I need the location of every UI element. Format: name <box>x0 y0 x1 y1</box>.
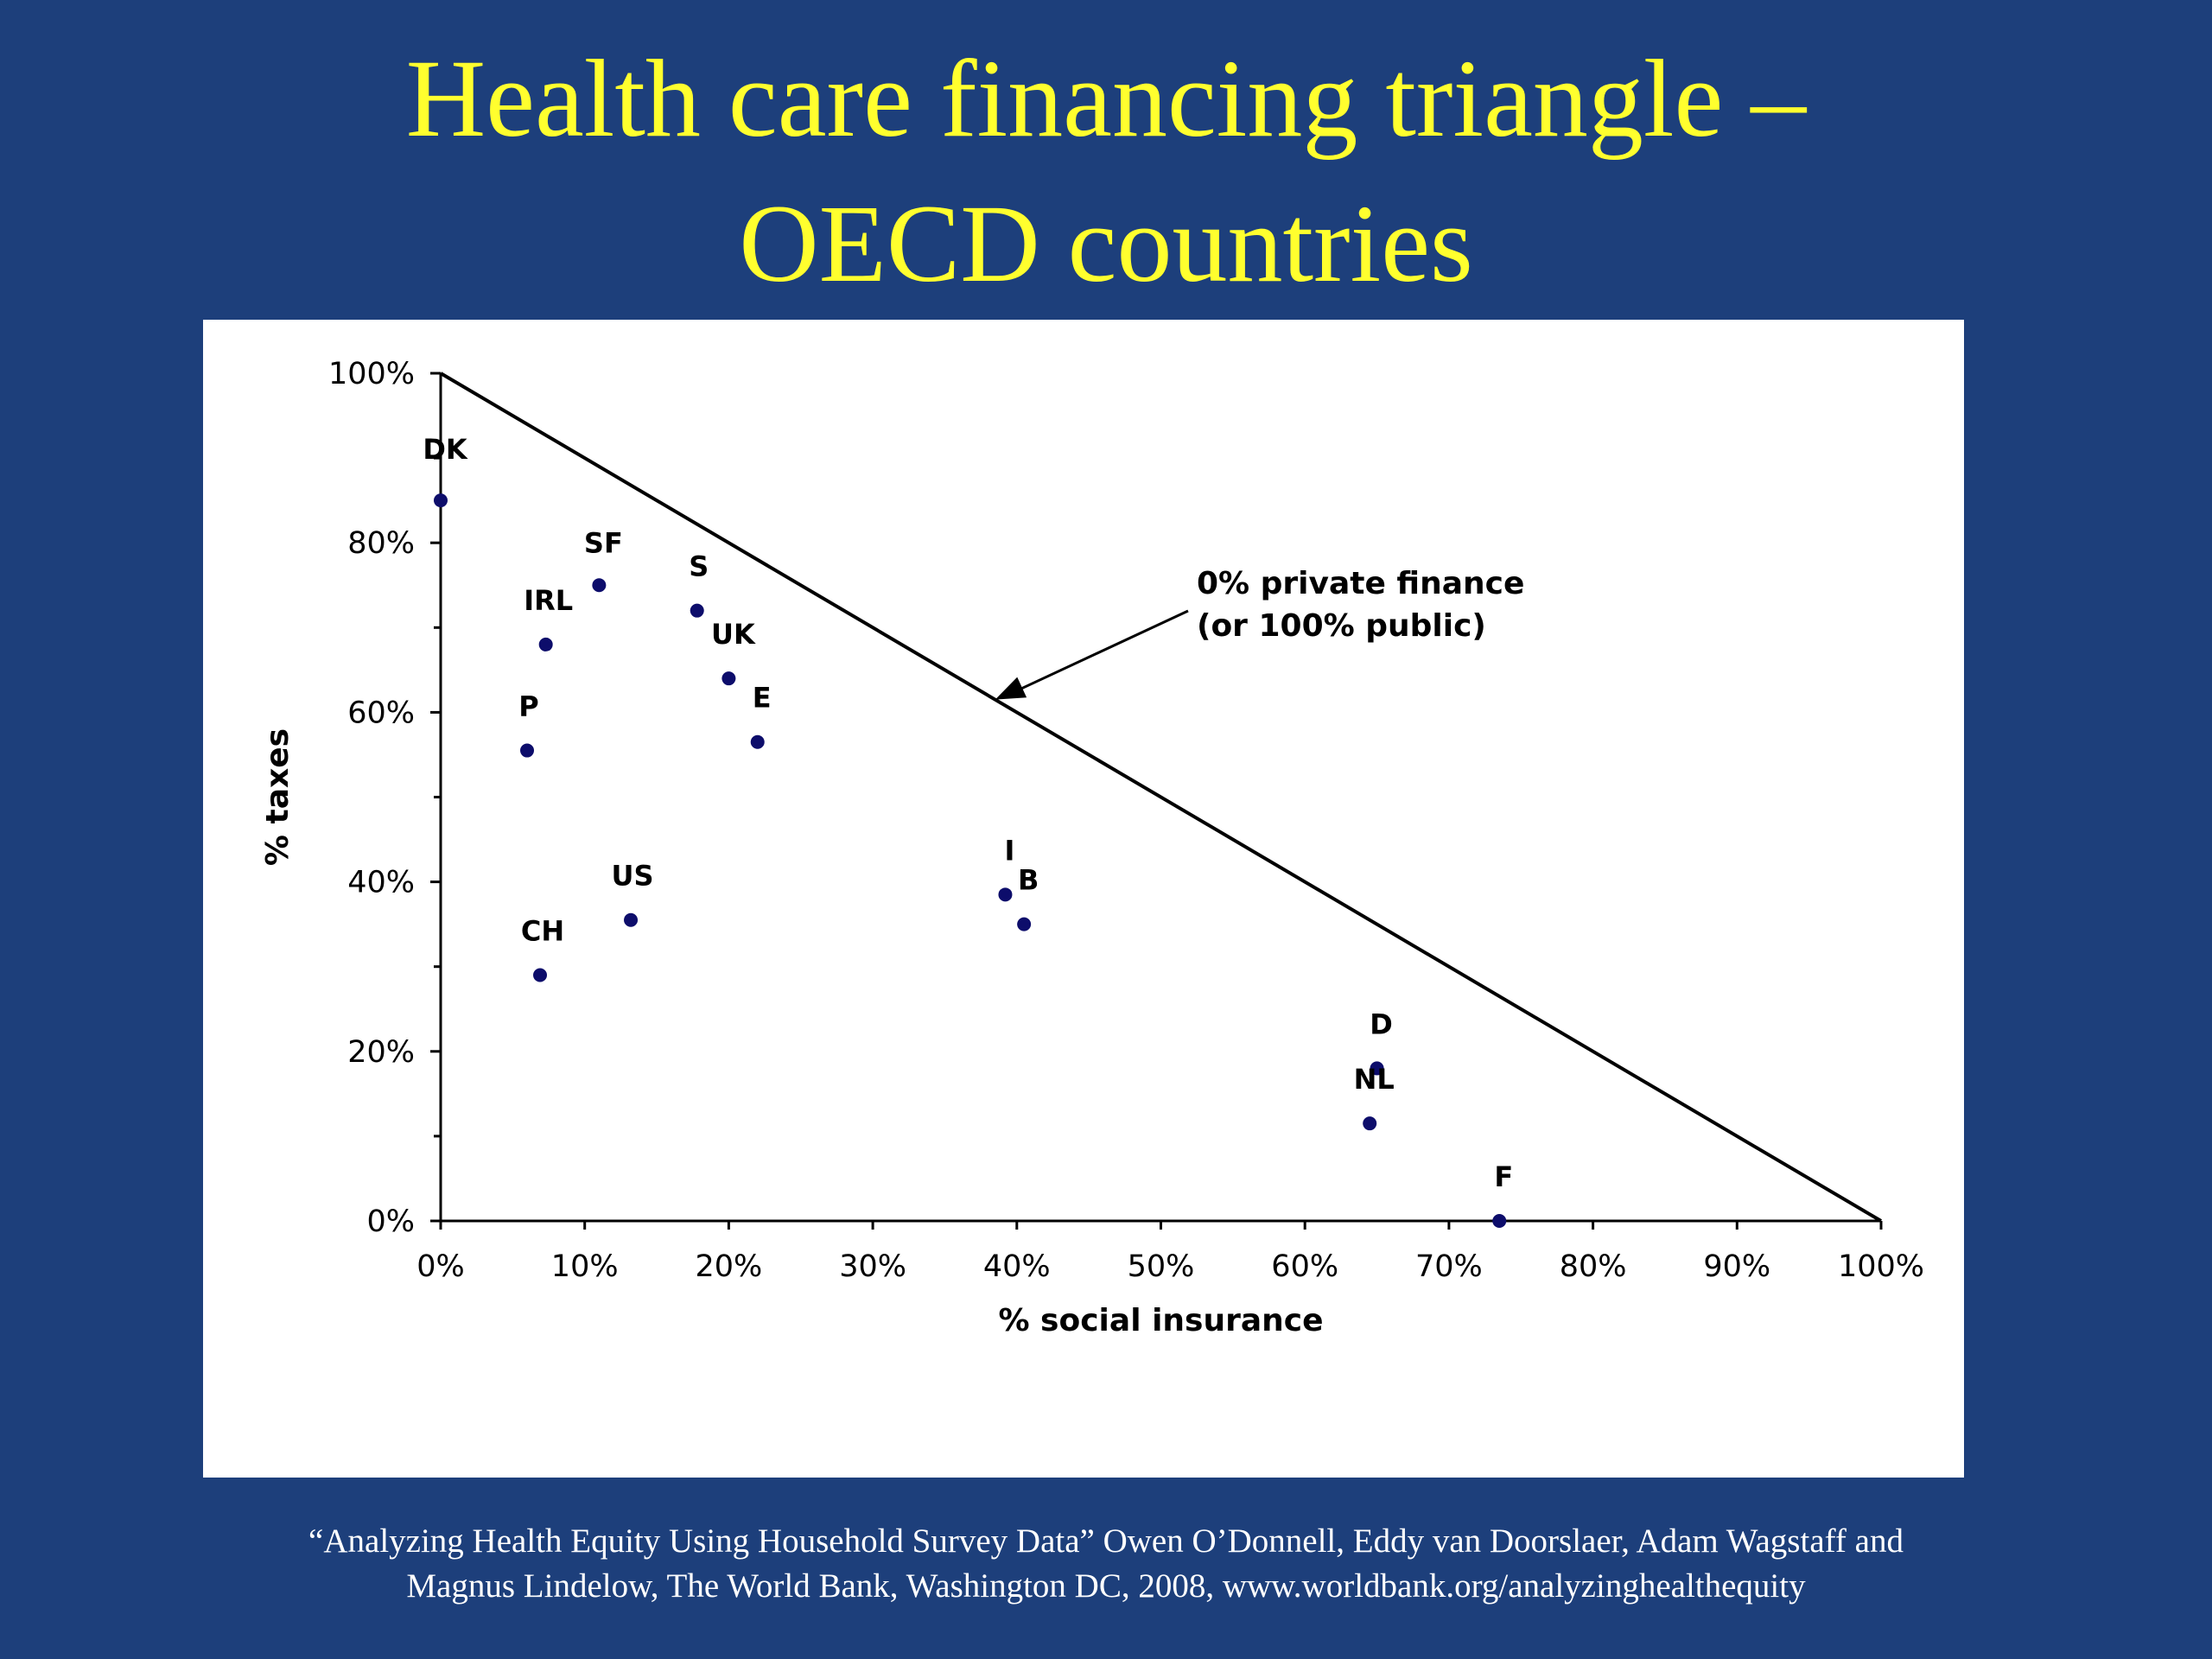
data-point-f <box>1492 1214 1507 1228</box>
point-label-f: F <box>1494 1160 1513 1193</box>
title-line-1: Health care financing triangle – <box>405 37 1807 160</box>
boundary-line-group <box>439 372 1883 1223</box>
data-point-b <box>1017 917 1032 931</box>
annotation-arrow-head <box>995 677 1027 700</box>
data-point-nl <box>1363 1116 1377 1131</box>
data-point-dk <box>434 493 448 508</box>
data-point-ch <box>533 968 548 982</box>
data-points: DK SF IRL S UK E P US CH IB D NL F <box>423 433 1513 1228</box>
x-tick-label: 90% <box>1703 1249 1770 1284</box>
x-tick-label: 40% <box>983 1249 1051 1284</box>
y-axis-title: % taxes <box>260 728 296 866</box>
point-label-uk: UK <box>711 618 756 651</box>
point-label-dk: DK <box>423 433 468 466</box>
citation-line-1: “Analyzing Health Equity Using Household… <box>308 1522 1904 1560</box>
title-line-2: OECD countries <box>739 182 1473 305</box>
point-label-sf: SF <box>584 526 623 559</box>
point-label-s: S <box>689 550 709 583</box>
citation-line-2: Magnus Lindelow, The World Bank, Washing… <box>406 1567 1806 1605</box>
point-label-ch: CH <box>521 915 564 948</box>
x-tick-label: 80% <box>1560 1249 1627 1284</box>
x-tick-label: 20% <box>696 1249 763 1284</box>
x-tick-label: 30% <box>839 1249 906 1284</box>
point-label-e: E <box>753 682 772 715</box>
y-tick-label: 80% <box>347 526 415 561</box>
data-point-sf <box>592 578 607 593</box>
x-tick-label: 50% <box>1128 1249 1195 1284</box>
data-point-d <box>1370 1061 1384 1076</box>
y-tick-label: 0% <box>366 1205 415 1239</box>
axes: 0% 10% 20% 30% 40% 50% 60% 70% 80% 90% 100% 0% 20% 40… <box>260 357 1924 1338</box>
x-tick-label: 0% <box>416 1249 465 1284</box>
point-label-i: I <box>1005 834 1015 867</box>
x-tick-label: 60% <box>1271 1249 1338 1284</box>
point-label-d: D <box>1370 1007 1393 1040</box>
slide-title: Health care financing triangle – OECD co… <box>0 26 2212 316</box>
data-point-us <box>624 912 639 927</box>
y-tick-label: 20% <box>347 1035 415 1070</box>
chart-panel: 0% 10% 20% 30% 40% 50% 60% 70% 80% 90% 100% 0% 20% 40… <box>203 320 1964 1478</box>
data-point-p <box>520 743 535 758</box>
y-tick-label: 60% <box>347 696 415 730</box>
point-label-irl: IRL <box>524 584 573 617</box>
point-label-us: US <box>612 860 654 893</box>
annotation-line-2: (or 100% public) <box>1197 608 1486 644</box>
x-axis-title: % social insurance <box>998 1303 1323 1338</box>
data-point-i <box>998 887 1013 902</box>
data-point-s <box>690 603 704 618</box>
data-point-e <box>750 734 765 749</box>
x-tick-label: 100% <box>1838 1249 1924 1284</box>
data-point-uk <box>721 671 736 686</box>
y-tick-label: 40% <box>347 866 415 900</box>
boundary-line <box>439 372 1883 1223</box>
scatter-chart: 0% 10% 20% 30% 40% 50% 60% 70% 80% 90% 100% 0% 20% 40… <box>260 357 1924 1338</box>
point-label-p: P <box>518 690 538 723</box>
data-point-irl <box>538 637 553 652</box>
annotation-line-1: 0% private finance <box>1197 566 1524 601</box>
annotation-arrow-line <box>1012 609 1189 695</box>
point-label-b: B <box>1018 864 1039 897</box>
y-tick-label: 100% <box>328 357 415 391</box>
x-tick-label: 10% <box>551 1249 619 1284</box>
annotation-group: 0% private finance (or 100% public) <box>995 566 1524 700</box>
x-tick-label: 70% <box>1415 1249 1483 1284</box>
citation: “Analyzing Health Equity Using Household… <box>0 1519 2212 1609</box>
point-label-nl: NL <box>1354 1063 1395 1096</box>
